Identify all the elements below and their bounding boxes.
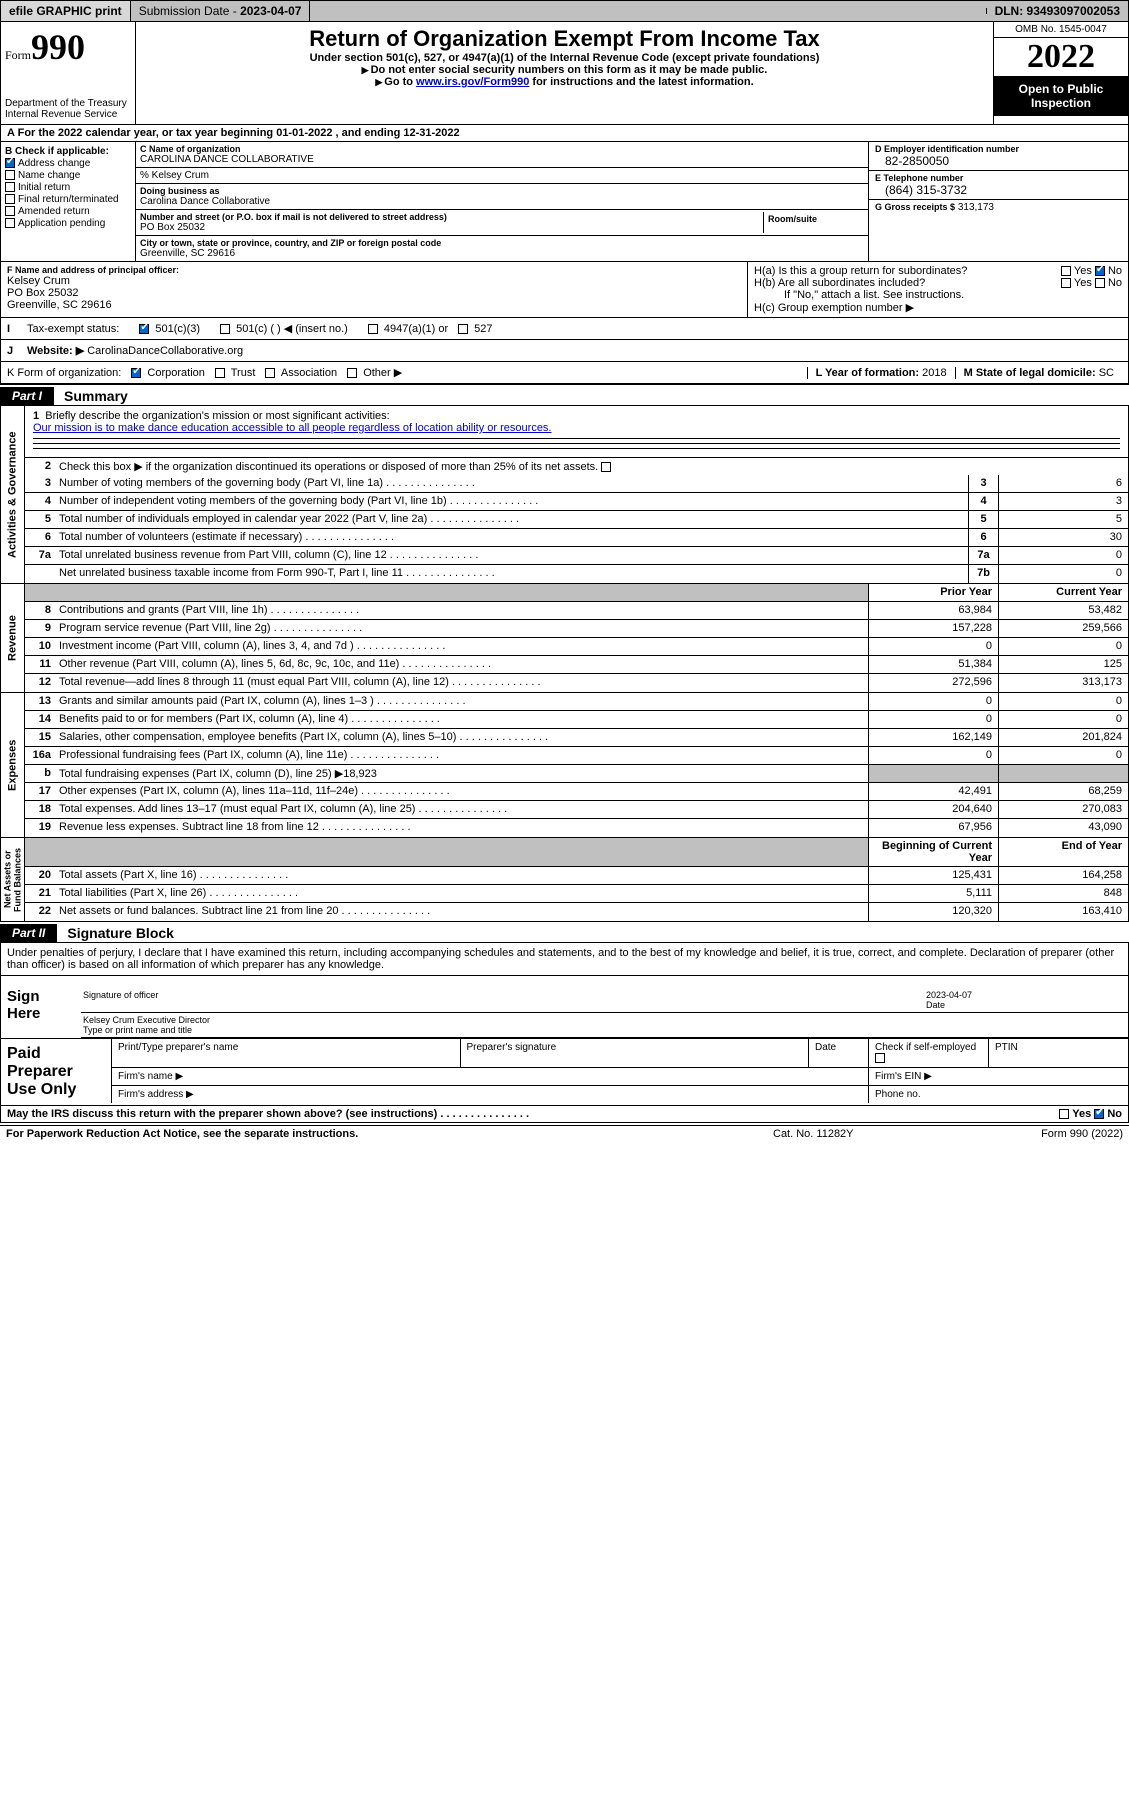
checkbox-501c[interactable] — [220, 324, 230, 334]
summary-expenses: Expenses 13Grants and similar amounts pa… — [0, 693, 1129, 838]
checkbox-self-employed[interactable] — [875, 1053, 885, 1063]
form-header: Form990 Department of the Treasury Inter… — [0, 22, 1129, 125]
omb-number: OMB No. 1545-0047 — [994, 22, 1128, 38]
checkbox-ha-yes[interactable] — [1061, 266, 1071, 276]
checkbox-discontinued[interactable] — [601, 462, 611, 472]
form-number: Form990 — [5, 26, 131, 68]
subtitle-2: Do not enter social security numbers on … — [140, 64, 989, 76]
checkbox-ha-no[interactable] — [1095, 266, 1105, 276]
box-d-e-g: D Employer identification number82-28500… — [868, 142, 1128, 261]
discuss-line: May the IRS discuss this return with the… — [0, 1106, 1129, 1123]
checkbox-hb-yes[interactable] — [1061, 278, 1071, 288]
checkbox-final-return[interactable] — [5, 194, 15, 204]
checkbox-name-change[interactable] — [5, 170, 15, 180]
checkbox-4947[interactable] — [368, 324, 378, 334]
open-inspection-badge: Open to Public Inspection — [994, 76, 1128, 116]
checkbox-hb-no[interactable] — [1095, 278, 1105, 288]
dept-treasury: Department of the Treasury Internal Reve… — [5, 98, 131, 120]
dln: DLN: 93493097002053 — [987, 1, 1128, 21]
checkbox-amended[interactable] — [5, 206, 15, 216]
summary-revenue: Revenue Prior YearCurrent Year 8Contribu… — [0, 584, 1129, 693]
checkbox-assoc[interactable] — [265, 368, 275, 378]
efile-print-button[interactable]: efile GRAPHIC print — [1, 1, 131, 21]
subtitle-3: Go to www.irs.gov/Form990 for instructio… — [140, 76, 989, 88]
checkbox-corp[interactable] — [131, 368, 141, 378]
checkbox-527[interactable] — [458, 324, 468, 334]
irs-link[interactable]: www.irs.gov/Form990 — [416, 76, 529, 88]
signature-block: Under penalties of perjury, I declare th… — [0, 943, 1129, 1039]
checkbox-trust[interactable] — [215, 368, 225, 378]
summary-net-assets: Net Assets or Fund Balances Beginning of… — [0, 838, 1129, 922]
tab-revenue: Revenue — [1, 584, 25, 692]
checkbox-initial-return[interactable] — [5, 182, 15, 192]
summary-activities: Activities & Governance 1 Briefly descri… — [0, 406, 1129, 584]
checkbox-address-change[interactable] — [5, 158, 15, 168]
box-b: B Check if applicable: Address change Na… — [1, 142, 136, 261]
empty-cell — [310, 8, 986, 14]
checkbox-application-pending[interactable] — [5, 218, 15, 228]
tax-year: 2022 — [994, 38, 1128, 76]
line-a: A For the 2022 calendar year, or tax yea… — [0, 125, 1129, 142]
checkbox-discuss-no[interactable] — [1094, 1109, 1104, 1119]
form-title: Return of Organization Exempt From Incom… — [140, 26, 989, 52]
tab-net-assets: Net Assets or Fund Balances — [1, 838, 25, 921]
line-j: JWebsite: ▶ CarolinaDanceCollaborative.o… — [0, 340, 1129, 362]
top-toolbar: efile GRAPHIC print Submission Date - 20… — [0, 0, 1129, 22]
section-b-c-d: B Check if applicable: Address change Na… — [0, 142, 1129, 262]
checkbox-501c3[interactable] — [139, 324, 149, 334]
submission-date: Submission Date - 2023-04-07 — [131, 1, 311, 21]
tab-expenses: Expenses — [1, 693, 25, 837]
part-1-header: Part I Summary — [0, 387, 1129, 406]
checkbox-discuss-yes[interactable] — [1059, 1109, 1069, 1119]
tab-activities-governance: Activities & Governance — [1, 406, 25, 583]
section-f-h: F Name and address of principal officer:… — [0, 262, 1129, 318]
paid-preparer: Paid Preparer Use Only Print/Type prepar… — [0, 1039, 1129, 1106]
mission-text: Our mission is to make dance education a… — [33, 422, 552, 434]
line-i: ITax-exempt status: 501(c)(3) 501(c) ( )… — [0, 318, 1129, 340]
page-footer: For Paperwork Reduction Act Notice, see … — [0, 1125, 1129, 1142]
part-2-header: Part II Signature Block — [0, 924, 1129, 943]
subtitle-1: Under section 501(c), 527, or 4947(a)(1)… — [140, 52, 989, 64]
box-c: C Name of organizationCAROLINA DANCE COL… — [136, 142, 868, 261]
line-k: K Form of organization: Corporation Trus… — [0, 362, 1129, 385]
checkbox-other[interactable] — [347, 368, 357, 378]
